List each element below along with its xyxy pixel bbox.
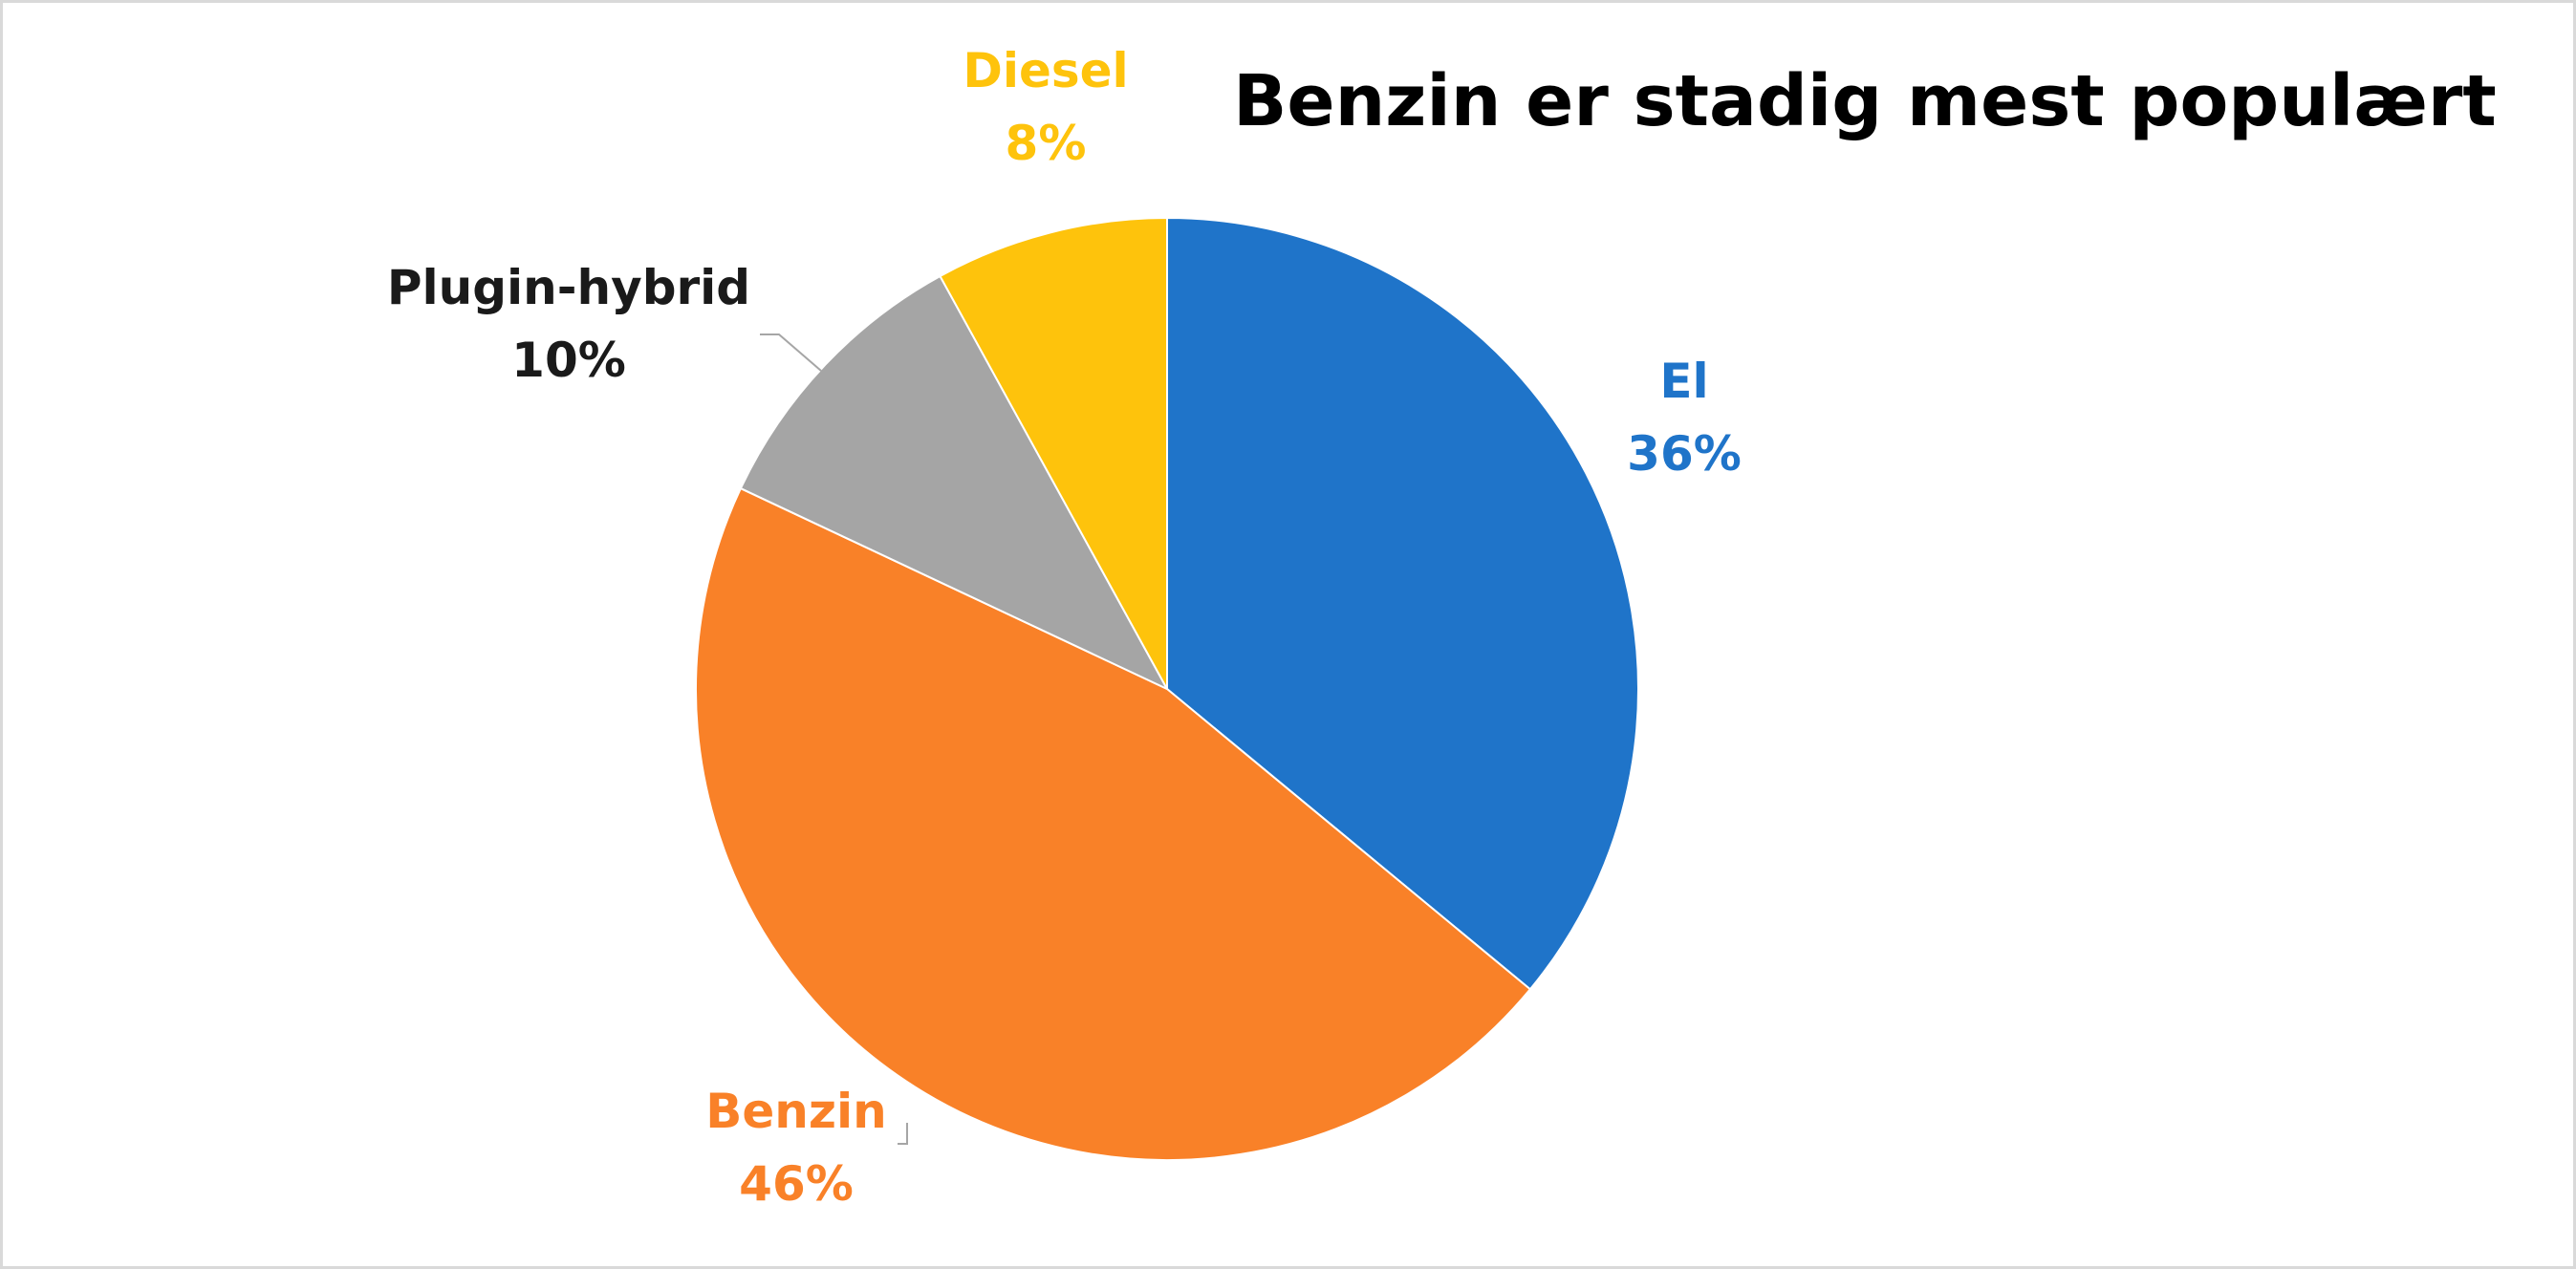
leader-line-benzin: [898, 1123, 908, 1145]
chart-title: Benzin er stadig mest populært: [1233, 60, 2497, 142]
leader-lines: [760, 333, 908, 1145]
data-label-value: 46%: [739, 1156, 854, 1212]
data-label-plugin-hybrid: Plugin-hybrid 10%: [387, 260, 750, 388]
leader-line-plugin-hybrid: [760, 333, 822, 372]
data-labels: El 36% Benzin 46% Plugin-hybrid 10% Diesel 8%: [387, 43, 1742, 1212]
data-label-value: 8%: [1006, 116, 1087, 171]
data-label-category: Benzin: [705, 1084, 886, 1139]
data-label-el: El 36%: [1627, 354, 1742, 482]
data-label-category: El: [1659, 354, 1708, 409]
data-label-category: Plugin-hybrid: [387, 260, 750, 315]
pie-slice-plugin-hybrid: [739, 274, 1170, 692]
pie-slice-diesel: [939, 216, 1168, 690]
pie-slices: [695, 216, 1639, 1161]
data-label-value: 36%: [1627, 426, 1742, 482]
pie-slice-el: [1166, 216, 1639, 991]
pie-slice-benzin: [695, 486, 1532, 1161]
data-label-benzin: Benzin 46%: [705, 1084, 886, 1212]
data-label-diesel: Diesel 8%: [963, 43, 1128, 171]
pie-chart: Benzin er stadig mest populært El 36% Benz…: [387, 43, 2497, 1212]
data-label-category: Diesel: [963, 43, 1128, 98]
data-label-value: 10%: [511, 333, 626, 388]
